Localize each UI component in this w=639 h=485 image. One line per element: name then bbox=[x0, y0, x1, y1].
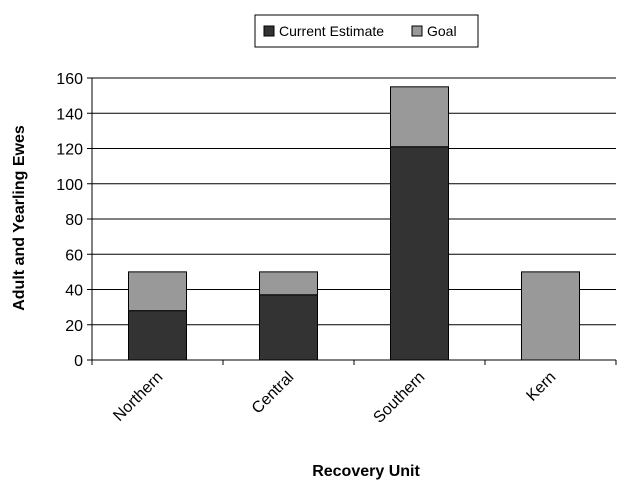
x-axis-title: Recovery Unit bbox=[312, 463, 420, 480]
legend-swatch-current-estimate bbox=[263, 25, 275, 37]
x-tick-label-kern: Kern bbox=[523, 369, 559, 405]
y-tick-label-20: 20 bbox=[65, 318, 83, 335]
x-tick-label-central: Central bbox=[249, 369, 297, 417]
y-tick-label-140: 140 bbox=[56, 106, 83, 123]
y-tick-label-0: 0 bbox=[74, 353, 83, 370]
x-tick-label-southern: Southern bbox=[370, 369, 428, 427]
bar-northern-goal bbox=[128, 271, 187, 312]
y-tick-label-120: 120 bbox=[56, 142, 83, 159]
bar-northern-current-estimate bbox=[128, 310, 187, 361]
bar-southern-current-estimate bbox=[390, 146, 449, 361]
x-tick-labels: Northern Central Southern Kern bbox=[110, 369, 559, 427]
y-tick-label-60: 60 bbox=[65, 247, 83, 264]
bar-central-current-estimate bbox=[259, 294, 318, 361]
legend-frame bbox=[254, 14, 479, 48]
axes bbox=[87, 77, 617, 365]
y-tick-label-40: 40 bbox=[65, 283, 83, 300]
y-tick-label-100: 100 bbox=[56, 177, 83, 194]
legend-label-current-estimate: Current Estimate bbox=[279, 23, 384, 39]
legend-label-goal: Goal bbox=[427, 23, 457, 39]
x-tick-label-northern: Northern bbox=[110, 369, 166, 425]
bar-kern-goal bbox=[521, 271, 580, 361]
y-tick-label-80: 80 bbox=[65, 212, 83, 229]
bars bbox=[128, 86, 580, 361]
y-tick-label-160: 160 bbox=[56, 71, 83, 88]
bar-central-goal bbox=[259, 271, 318, 296]
legend-swatch-goal bbox=[411, 25, 423, 37]
y-axis-title: Adult and Yearling Ewes bbox=[11, 125, 28, 311]
legend: Current Estimate Goal bbox=[254, 14, 479, 48]
bar-southern-goal bbox=[390, 86, 449, 148]
y-tick-labels: 0 20 40 60 80 100 120 140 160 bbox=[56, 71, 83, 370]
